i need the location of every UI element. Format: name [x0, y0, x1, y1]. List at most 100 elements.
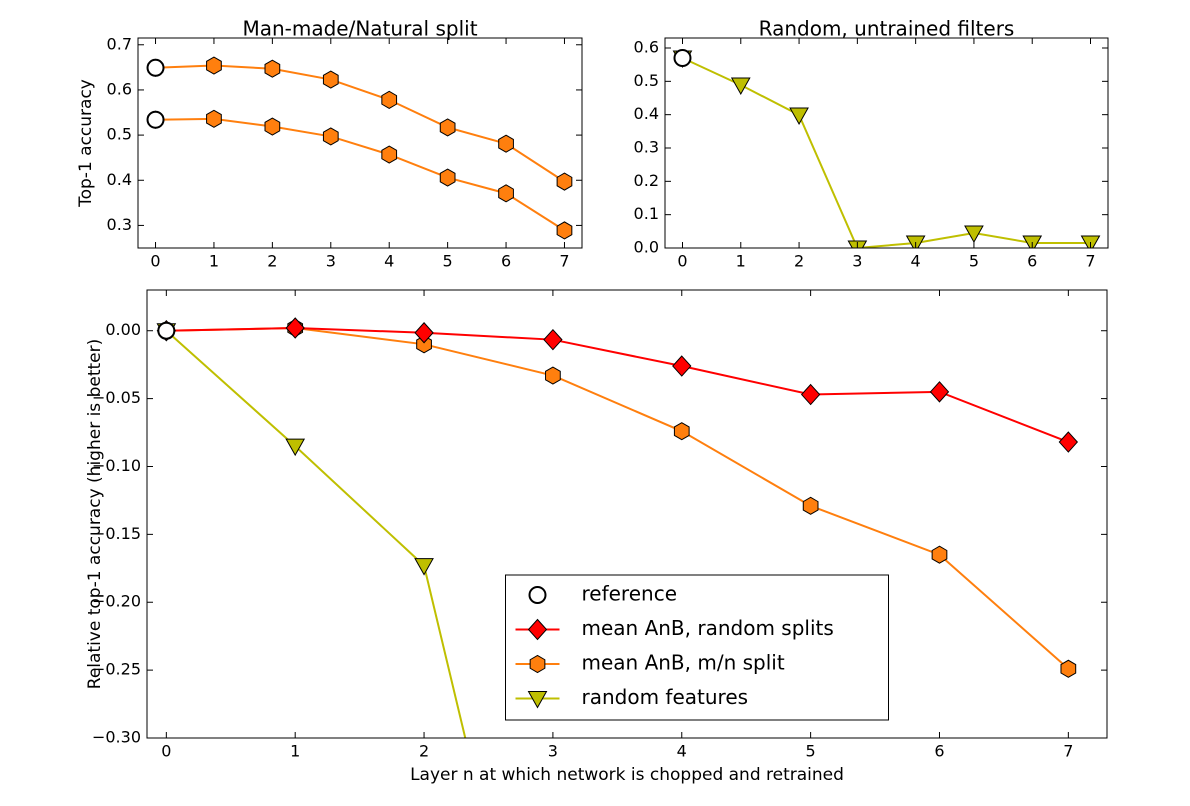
x-tick-label: 2	[267, 252, 277, 271]
x-tick-label: 5	[806, 742, 816, 761]
marker	[964, 225, 984, 244]
plot-area	[156, 317, 1079, 738]
marker	[529, 654, 546, 674]
y-tick-label: 0.00	[105, 320, 141, 339]
marker	[673, 49, 692, 67]
x-tick-label: 7	[1085, 252, 1095, 271]
marker	[527, 691, 548, 709]
y-axis-label: Relative top-1 accuracy (higher is bette…	[85, 339, 105, 689]
y-axis-label: Top-1 accuracy	[76, 79, 96, 208]
x-tick-label: 6	[1027, 252, 1037, 271]
marker	[322, 70, 339, 89]
axes-frame	[137, 37, 583, 249]
y-tick-label: 0.5	[634, 71, 659, 90]
y-tick-label: 0.5	[107, 125, 132, 144]
y-tick-label: −0.15	[92, 524, 141, 543]
marker	[414, 558, 434, 576]
legend-label: mean AnB, m/n split	[582, 651, 785, 675]
marker	[672, 355, 692, 377]
marker	[439, 118, 456, 137]
marker	[285, 438, 306, 457]
x-tick-label: 6	[934, 742, 944, 761]
series-line	[682, 57, 1091, 248]
y-tick-label: 0.4	[107, 170, 132, 189]
legend-label: mean AnB, random splits	[582, 616, 834, 640]
legend-frame	[505, 574, 889, 721]
x-tick-label: 1	[736, 252, 746, 271]
axes-frame	[664, 37, 1109, 249]
y-tick-label: 0.4	[634, 104, 659, 123]
marker	[498, 184, 514, 203]
series-line	[155, 64, 566, 183]
series-line	[155, 117, 566, 232]
x-tick-label: 3	[326, 252, 336, 271]
y-tick-label: −0.05	[92, 388, 141, 407]
x-tick-label: 4	[677, 742, 687, 761]
marker	[543, 328, 563, 351]
x-tick-label: 6	[501, 252, 511, 271]
y-tick-label: −0.25	[92, 660, 141, 679]
axes-frame	[146, 289, 1108, 739]
marker	[146, 58, 165, 77]
marker	[730, 77, 751, 96]
marker	[157, 321, 176, 340]
marker	[264, 59, 281, 78]
marker	[206, 56, 222, 75]
marker	[322, 127, 339, 146]
plot-area	[672, 49, 1101, 248]
x-tick-label: 0	[677, 252, 687, 271]
series-line	[165, 329, 467, 738]
marker	[556, 172, 573, 191]
legend-label: random features	[582, 685, 749, 709]
x-tick-label: 0	[150, 252, 160, 271]
plot-area	[146, 56, 573, 240]
series-line	[166, 327, 1069, 443]
marker	[206, 109, 222, 128]
marker	[527, 618, 548, 641]
x-tick-label: 5	[969, 252, 979, 271]
x-tick-label: 4	[911, 252, 921, 271]
marker	[931, 545, 948, 564]
y-tick-label: 0.3	[107, 215, 132, 234]
chart-title: Random, untrained filters	[759, 17, 1015, 41]
y-tick-label: 0.7	[107, 34, 132, 53]
marker	[929, 381, 950, 403]
y-tick-label: −0.10	[92, 456, 141, 475]
legend: reference mean AnB, random splits mean AnB…	[505, 574, 889, 721]
y-tick-label: 0.0	[634, 238, 659, 257]
marker	[545, 366, 561, 385]
y-tick-label: 0.2	[634, 171, 659, 190]
marker	[556, 221, 573, 240]
marker	[789, 107, 809, 126]
marker	[285, 317, 305, 339]
x-tick-label: 4	[384, 252, 394, 271]
y-tick-label: −0.30	[92, 728, 141, 747]
x-tick-label: 3	[548, 742, 558, 761]
marker	[146, 110, 165, 129]
marker	[439, 168, 456, 187]
x-tick-label: 7	[1063, 742, 1073, 761]
marker	[802, 496, 819, 515]
marker	[1058, 431, 1079, 453]
marker	[381, 145, 398, 164]
marker	[528, 586, 547, 604]
y-tick-label: 0.1	[634, 204, 659, 223]
x-tick-label: 1	[290, 742, 300, 761]
marker	[673, 422, 690, 441]
marker	[381, 90, 398, 109]
y-tick-label: 0.6	[107, 79, 132, 98]
y-tick-label: −0.20	[92, 592, 141, 611]
chart-title: Man-made/Natural split	[242, 17, 477, 41]
marker	[414, 322, 434, 344]
x-axis-label: Layer n at which network is chopped and …	[410, 765, 844, 785]
x-tick-label: 7	[559, 252, 569, 271]
series-line	[166, 327, 1070, 670]
legend-label: reference	[582, 582, 678, 606]
x-tick-label: 1	[209, 252, 219, 271]
marker	[800, 383, 821, 406]
x-tick-label: 0	[161, 742, 171, 761]
marker	[1060, 659, 1077, 678]
x-tick-label: 3	[852, 252, 862, 271]
y-tick-label: 0.3	[634, 138, 659, 157]
